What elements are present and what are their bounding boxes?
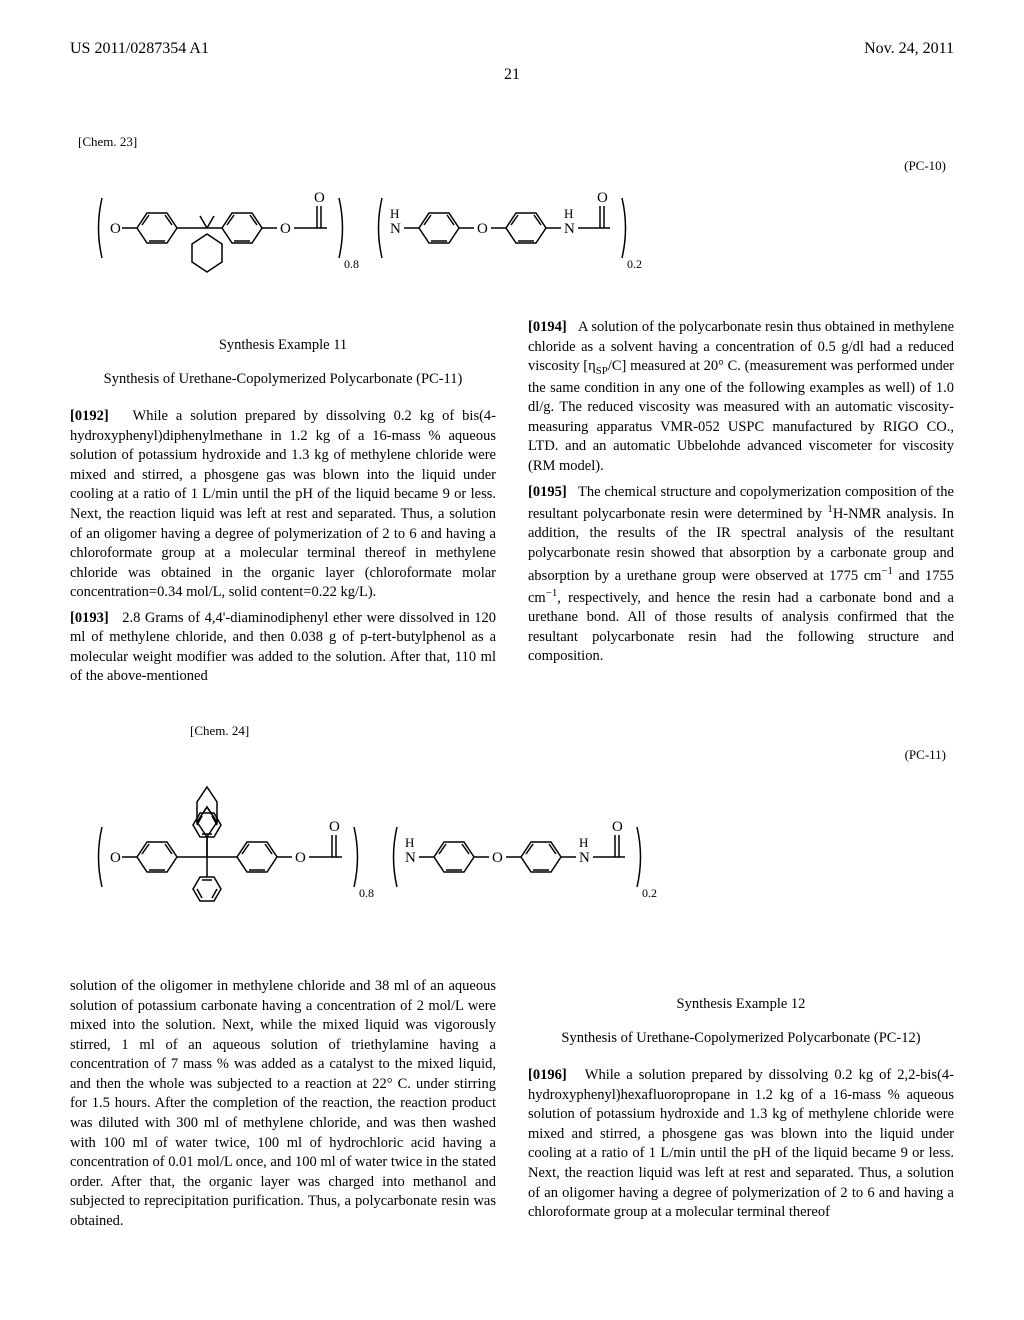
left-column-bottom: solution of the oligomer in methylene ch… (70, 977, 496, 1237)
synthesis-example-12-title: Synthesis Example 12 (528, 995, 954, 1015)
synthesis-example-11-title: Synthesis Example 11 (70, 336, 496, 356)
svg-text:O: O (314, 190, 325, 206)
page-container: US 2011/0287354 A1 Nov. 24, 2011 21 [Che… (0, 0, 1024, 1297)
patent-number: US 2011/0287354 A1 (70, 40, 209, 58)
svg-text:H: H (564, 206, 573, 221)
para-text-0196: While a solution prepared by dissolving … (528, 1067, 954, 1220)
paragraph-0192: [0192] While a solution prepared by diss… (70, 407, 496, 603)
page-number: 21 (70, 66, 954, 84)
paragraph-0195: [0195] The chemical structure and copoly… (528, 483, 954, 668)
compound-label-pc10: (PC-10) (70, 158, 946, 174)
svg-text:O: O (280, 221, 291, 237)
publication-date: Nov. 24, 2011 (864, 40, 954, 58)
para-num-0195: [0195] (528, 484, 567, 500)
svg-text:O: O (477, 221, 488, 237)
left-column-top: Synthesis Example 11 Synthesis of Uretha… (70, 318, 496, 693)
svg-text:H: H (390, 206, 399, 221)
para-num-0196: [0196] (528, 1067, 567, 1083)
paragraph-0193-continued: solution of the oligomer in methylene ch… (70, 977, 496, 1231)
svg-text:N: N (579, 850, 590, 866)
svg-text:0.2: 0.2 (642, 886, 657, 900)
chem-label-23: [Chem. 23] (78, 134, 954, 150)
chem-label-24: [Chem. 24] (190, 723, 954, 739)
synthesis-example-11-subtitle: Synthesis of Urethane-Copolymerized Poly… (70, 370, 496, 390)
svg-text:O: O (612, 819, 623, 835)
cm-sup-2: −1 (546, 587, 558, 599)
structure-pc11: O (92, 767, 932, 947)
paragraph-0196: [0196] While a solution prepared by diss… (528, 1066, 954, 1223)
right-column-top: [0194] A solution of the polycarbonate r… (528, 318, 954, 693)
synthesis-example-12-subtitle: Synthesis of Urethane-Copolymerized Poly… (528, 1029, 954, 1049)
svg-text:O: O (329, 819, 340, 835)
para-num-0194: [0194] (528, 319, 567, 335)
page-header: US 2011/0287354 A1 Nov. 24, 2011 (70, 40, 954, 58)
para-num-0192: [0192] (70, 408, 109, 424)
svg-text:N: N (564, 221, 575, 237)
svg-text:0.2: 0.2 (627, 257, 642, 271)
structure-pc10: O O O (92, 178, 932, 288)
paragraph-0193: [0193] 2.8 Grams of 4,4'-diaminodiphenyl… (70, 609, 496, 687)
para-text-0194b: /C] measured at 20° C. (measurement was … (528, 358, 954, 474)
compound-label-pc11: (PC-11) (70, 747, 946, 763)
svg-text:O: O (597, 190, 608, 206)
svg-text:0.8: 0.8 (344, 257, 359, 271)
para-text-0195d: , respectively, and hence the resin had … (528, 590, 954, 665)
para-num-0193: [0193] (70, 610, 109, 626)
svg-text:N: N (390, 221, 401, 237)
cm-sup-1: −1 (881, 565, 893, 577)
svg-text:H: H (405, 835, 414, 850)
paragraph-0194: [0194] A solution of the polycarbonate r… (528, 318, 954, 477)
svg-text:O: O (110, 850, 121, 866)
para-text-0193: 2.8 Grams of 4,4'-diaminodiphenyl ether … (70, 610, 496, 685)
two-column-top: Synthesis Example 11 Synthesis of Uretha… (70, 318, 954, 693)
svg-text:O: O (295, 850, 306, 866)
svg-text:H: H (579, 835, 588, 850)
para-text-0192: While a solution prepared by dissolving … (70, 408, 496, 600)
svg-text:O: O (492, 850, 503, 866)
eta-subscript: SP (596, 365, 608, 377)
svg-text:O: O (110, 221, 121, 237)
two-column-bottom: solution of the oligomer in methylene ch… (70, 977, 954, 1237)
right-column-bottom: Synthesis Example 12 Synthesis of Uretha… (528, 977, 954, 1237)
svg-text:N: N (405, 850, 416, 866)
svg-text:0.8: 0.8 (359, 886, 374, 900)
